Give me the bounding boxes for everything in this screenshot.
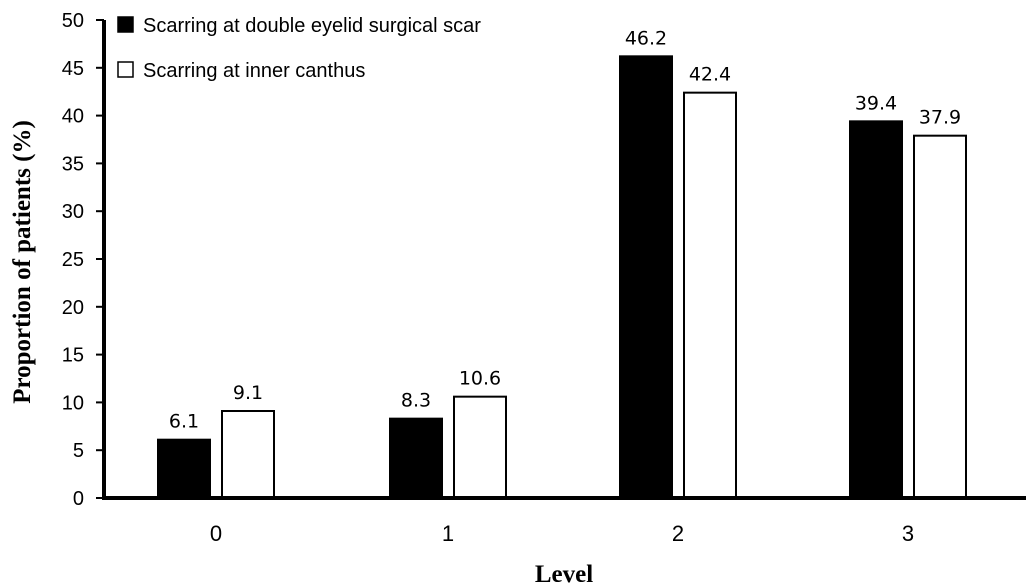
x-tick-label-0: 0 [210,521,222,546]
y-tick-label-20: 20 [62,297,84,319]
x-tick-label-2: 2 [672,521,684,546]
x-axis-ticks: 0 1 2 3 [210,521,914,546]
data-label-series-1-level-0: 6.1 [169,411,199,433]
legend: Scarring at double eyelid surgical scar … [117,15,481,82]
bar-series-1-level-1 [389,417,443,500]
data-label-series-2-level-2: 42.4 [689,64,731,86]
data-label-series-1-level-2: 46.2 [625,27,667,49]
y-tick-label-40: 40 [62,106,84,128]
y-tick-label-35: 35 [62,153,84,175]
legend-label-series-2: Scarring at inner canthus [143,60,365,82]
y-tick-label-45: 45 [62,58,84,80]
data-label-series-2-level-3: 37.9 [919,107,961,129]
x-tick-label-3: 3 [902,521,914,546]
bar-series-2-level-0 [221,410,275,499]
y-axis-title: Proportion of patients (%) [9,120,36,404]
data-labels: 6.1 8.3 46.2 39.4 9.1 10.6 42.4 37.9 [169,27,961,432]
y-tick-label-50: 50 [62,10,84,32]
y-axis-ticks: 0 5 10 15 20 25 30 35 40 45 50 [62,10,104,510]
data-label-series-2-level-0: 9.1 [233,382,263,404]
y-tick-label-0: 0 [73,488,84,510]
legend-label-series-1: Scarring at double eyelid surgical scar [143,15,481,37]
y-tick-label-25: 25 [62,249,84,271]
x-tick-label-1: 1 [442,521,454,546]
bar-series-2-level-3 [913,134,967,499]
bar-series-1-level-3 [849,120,903,499]
bar-series-2-level-2 [683,91,737,499]
data-label-series-2-level-1: 10.6 [459,368,501,390]
bar-series-1-level-2 [619,55,673,499]
data-label-series-1-level-1: 8.3 [401,390,431,412]
bar-series-1-level-0 [157,438,211,499]
y-tick-label-15: 15 [62,345,84,367]
y-tick-label-10: 10 [62,392,84,414]
bars [157,55,967,500]
legend-swatch-series-1 [117,16,134,33]
y-tick-label-30: 30 [62,201,84,223]
legend-swatch-series-2 [117,61,134,78]
x-axis-title: Level [535,561,593,587]
bar-series-2-level-1 [453,395,507,499]
y-tick-label-5: 5 [73,440,84,462]
data-label-series-1-level-3: 39.4 [855,92,897,114]
